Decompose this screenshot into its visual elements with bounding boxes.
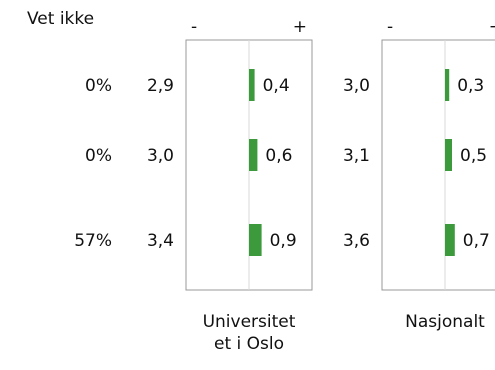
bar bbox=[445, 69, 450, 101]
vet-ikke-value: 0% bbox=[85, 76, 112, 96]
bar-value-label: 0,4 bbox=[263, 76, 290, 96]
vet-ikke-value: 0% bbox=[85, 146, 112, 166]
panel-name-label: et i Oslo bbox=[214, 334, 284, 354]
mean-value: 3,1 bbox=[343, 146, 370, 166]
vet-ikke-header: Vet ikke bbox=[27, 9, 94, 29]
bar-value-label: 0,3 bbox=[457, 76, 484, 96]
scale-negative-label: - bbox=[387, 17, 393, 37]
scale-positive-label: + bbox=[489, 17, 495, 37]
scale-positive-label: + bbox=[293, 17, 307, 37]
bar bbox=[249, 224, 262, 256]
bar-value-label: 0,5 bbox=[460, 146, 487, 166]
scale-negative-label: - bbox=[191, 17, 197, 37]
bar-value-label: 0,9 bbox=[270, 231, 297, 251]
mean-value: 3,0 bbox=[147, 146, 174, 166]
mean-value: 2,9 bbox=[147, 76, 174, 96]
panel-name-label: Nasjonalt bbox=[405, 312, 485, 332]
bar bbox=[445, 224, 455, 256]
mean-value: 3,0 bbox=[343, 76, 370, 96]
panel-name-label: Universitet bbox=[203, 312, 296, 332]
bar bbox=[249, 139, 258, 171]
bar-value-label: 0,7 bbox=[463, 231, 490, 251]
mean-value: 3,6 bbox=[343, 231, 370, 251]
mean-value: 3,4 bbox=[147, 231, 174, 251]
vet-ikke-value: 57% bbox=[74, 231, 112, 251]
bar-value-label: 0,6 bbox=[265, 146, 292, 166]
bar bbox=[249, 69, 255, 101]
bar bbox=[445, 139, 452, 171]
